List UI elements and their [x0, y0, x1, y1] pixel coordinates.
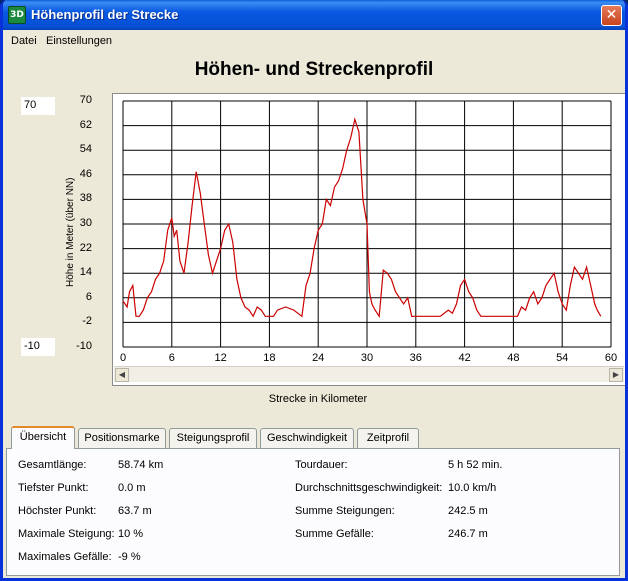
close-button[interactable]: ✕ [601, 5, 622, 26]
stat-label: Maximales Gefälle: [18, 551, 112, 563]
menu-datei[interactable]: Datei [11, 35, 37, 47]
scroll-left-button[interactable]: ◀ [115, 368, 129, 382]
y-tick-label: -2 [82, 315, 92, 328]
stat-label: Maximale Steigung: [18, 528, 115, 540]
stat-value: 58.74 km [118, 459, 164, 471]
tab-uebersicht[interactable]: Übersicht [11, 426, 75, 449]
menu-einstellungen[interactable]: Einstellungen [46, 35, 113, 47]
y-min-input[interactable]: -10 [21, 338, 55, 356]
x-tick-label: 24 [312, 352, 324, 364]
x-tick-label: 0 [120, 352, 126, 364]
arrow-right-icon: ▶ [612, 370, 620, 379]
tab-zeitprofil[interactable]: Zeitprofil [357, 428, 419, 448]
stat-value: 10 % [118, 528, 144, 540]
summary-panel: Gesamtlänge: 58.74 km Tiefster Punkt: 0.… [6, 448, 620, 576]
x-axis-label: Strecke in Kilometer [268, 393, 368, 405]
y-tick-label: 38 [79, 192, 92, 205]
scroll-right-button[interactable]: ▶ [609, 368, 623, 382]
arrow-left-icon: ◀ [118, 370, 126, 379]
horizontal-scrollbar[interactable]: ◀ ▶ [114, 366, 624, 382]
stat-value: 246.7 m [448, 528, 488, 540]
y-tick-label: 14 [79, 266, 92, 279]
x-tick-label: 18 [263, 352, 275, 364]
stat-value: 5 h 52 min. [448, 459, 503, 471]
stat-label: Tourdauer: [295, 459, 348, 471]
stat-value: 10.0 km/h [448, 482, 497, 494]
x-tick-label: 36 [410, 352, 422, 364]
stat-value: 0.0 m [118, 482, 146, 494]
y-tick-label: 46 [79, 167, 92, 180]
x-tick-label: 48 [507, 352, 519, 364]
x-tick-label: 6 [169, 352, 175, 364]
stat-label: Tiefster Punkt: [18, 482, 89, 494]
y-tick-label: -10 [76, 340, 92, 352]
title-bar[interactable]: 3D Höhenprofil der Strecke ✕ [3, 0, 625, 30]
menu-bar: Datei Einstellungen [3, 30, 625, 50]
y-tick-label: 62 [79, 118, 92, 131]
stat-value: -9 % [118, 551, 141, 563]
y-tick-label: 30 [79, 217, 92, 229]
x-tick-label: 60 [605, 352, 617, 364]
stat-label: Gesamtlänge: [18, 459, 87, 471]
plot-frame: 0 6 12 18 24 30 36 42 48 54 60 [112, 93, 625, 386]
tab-bar: Übersicht Positionsmarke Steigungsprofil… [6, 426, 622, 449]
y-tick-label: 22 [79, 241, 92, 254]
x-tick-label: 12 [214, 352, 226, 364]
stat-value: 242.5 m [448, 505, 488, 517]
stat-value: 63.7 m [118, 505, 152, 517]
app-icon: 3D [8, 6, 26, 24]
elevation-chart: 0 6 12 18 24 30 36 42 48 54 60 [120, 100, 617, 364]
window-title: Höhenprofil der Strecke [31, 7, 179, 22]
y-tick-label: 6 [85, 290, 92, 303]
stat-label: Höchster Punkt: [18, 505, 97, 517]
x-tick-label: 54 [556, 352, 568, 364]
chart-panel: Höhen- und Streckenprofil 70 -10 Höhe in… [6, 52, 625, 422]
close-icon: ✕ [605, 7, 618, 23]
y-tick-label: 54 [79, 143, 92, 156]
chart-title: Höhen- und Streckenprofil [194, 59, 434, 80]
stat-label: Summe Gefälle: [295, 528, 374, 540]
tab-positionsmarke[interactable]: Positionsmarke [78, 428, 166, 448]
tab-steigungsprofil[interactable]: Steigungsprofil [169, 428, 257, 448]
x-tick-label: 42 [458, 352, 470, 364]
y-max-input[interactable]: 70 [21, 97, 55, 115]
tab-geschwindigkeit[interactable]: Geschwindigkeit [260, 428, 354, 448]
x-tick-label: 30 [361, 352, 373, 364]
elevation-line [122, 117, 602, 319]
y-tick-label: 70 [79, 94, 92, 106]
stat-label: Durchschnittsgeschwindigkeit: [295, 482, 443, 494]
stat-label: Summe Steigungen: [295, 505, 395, 517]
